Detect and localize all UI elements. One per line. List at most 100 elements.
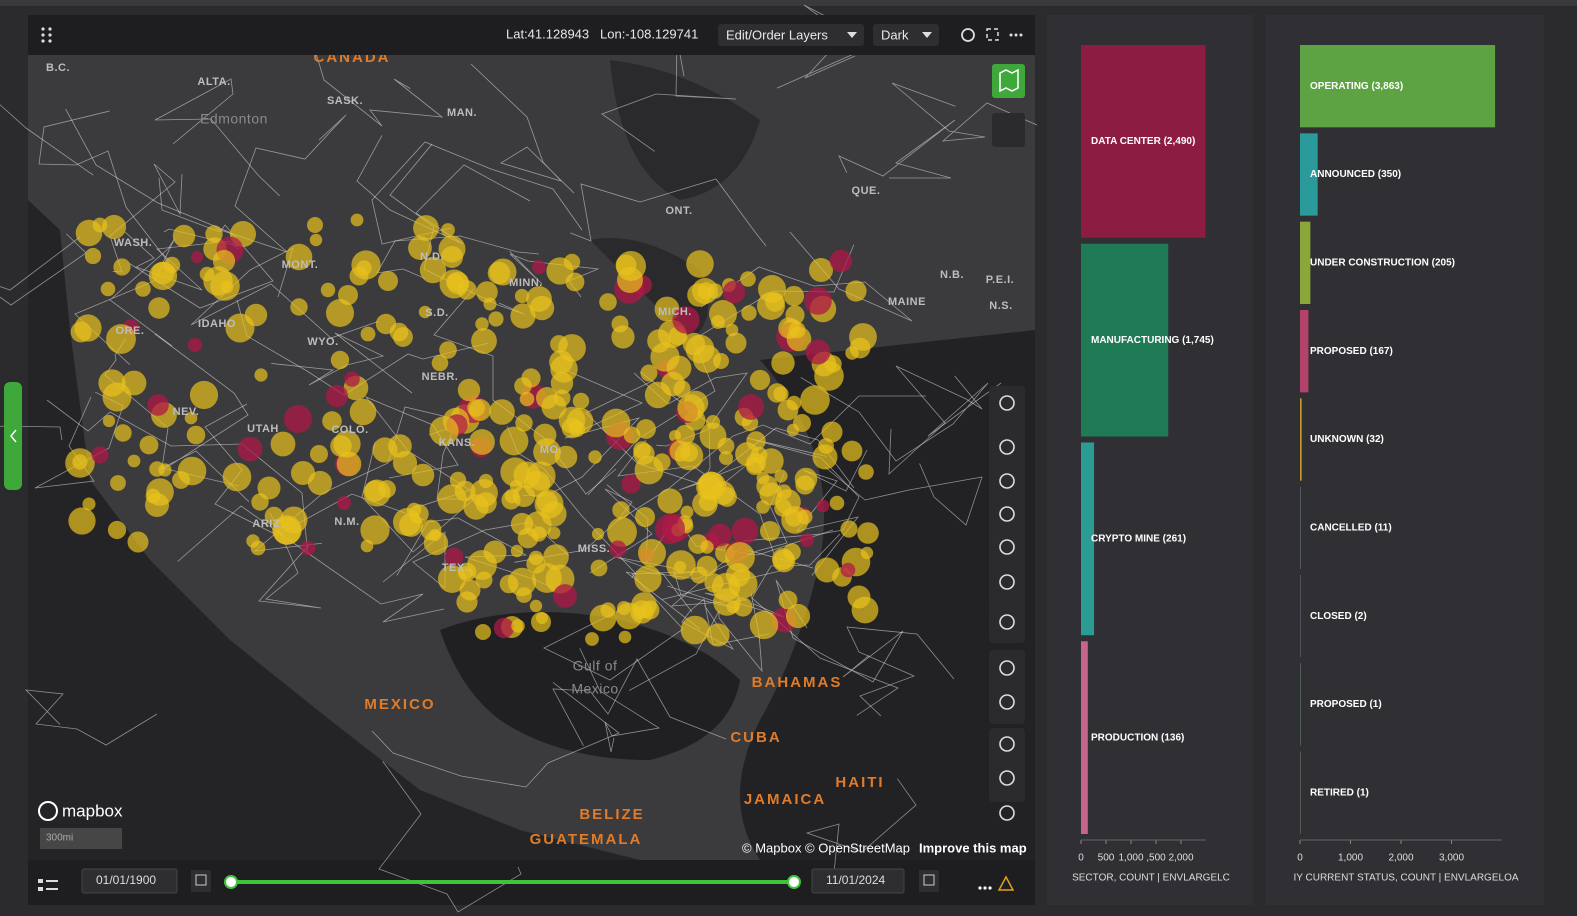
more-button[interactable] xyxy=(1009,33,1023,37)
tool-icon[interactable] xyxy=(999,736,1015,752)
facility-point xyxy=(708,523,732,547)
facility-point xyxy=(84,247,102,265)
facility-point xyxy=(536,491,558,513)
pipeline xyxy=(46,399,309,554)
facility-point xyxy=(189,380,219,410)
facility-point xyxy=(536,387,558,409)
facility-point xyxy=(640,600,660,620)
facility-point xyxy=(98,369,126,397)
facility-point xyxy=(680,444,698,462)
layers-button-label: Edit/Order Layers xyxy=(726,27,828,42)
facility-point xyxy=(674,424,696,446)
tool-group xyxy=(989,386,1025,616)
layers-button[interactable] xyxy=(718,24,864,46)
tool-icon[interactable] xyxy=(999,574,1015,590)
pipeline xyxy=(371,682,620,788)
facility-point xyxy=(246,534,260,548)
facility-point xyxy=(418,305,432,319)
facility-point xyxy=(638,539,666,567)
facility-point xyxy=(611,325,635,349)
tool-icon[interactable] xyxy=(999,770,1015,786)
bar-label: MANUFACTURING (1,745) xyxy=(1091,335,1214,346)
tool-icon[interactable] xyxy=(999,805,1015,821)
fullscreen-button[interactable] xyxy=(986,28,999,41)
facility-point xyxy=(816,499,830,513)
basemap-button[interactable] xyxy=(992,64,1025,98)
map-label: ALTA. xyxy=(197,76,230,88)
facility-point xyxy=(533,438,561,466)
calendar-icon xyxy=(923,874,935,886)
facility-point xyxy=(220,280,234,294)
calendar-button[interactable] xyxy=(919,870,939,892)
tool-icon[interactable] xyxy=(999,614,1015,630)
bar-label: DATA CENTER (2,490) xyxy=(1091,136,1195,147)
end-date[interactable] xyxy=(811,868,905,894)
facility-point xyxy=(493,617,515,639)
facility-point xyxy=(488,311,504,327)
facility-point xyxy=(788,321,806,339)
facility-point xyxy=(673,560,687,574)
tool-button[interactable] xyxy=(992,113,1025,147)
pipeline xyxy=(888,365,983,475)
tool-icon[interactable] xyxy=(999,539,1015,555)
tool-icon[interactable] xyxy=(999,660,1015,676)
facility-point xyxy=(307,217,323,233)
more-options[interactable] xyxy=(978,886,992,890)
data-points xyxy=(65,213,879,647)
facility-point xyxy=(135,281,151,297)
slider-handle[interactable] xyxy=(787,875,801,889)
facility-point xyxy=(65,448,95,478)
pipeline xyxy=(258,512,322,609)
start-date[interactable] xyxy=(81,868,178,894)
side-tab[interactable] xyxy=(4,382,22,490)
calendar-button[interactable] xyxy=(191,870,211,892)
calendar-icon xyxy=(195,874,207,886)
facility-point xyxy=(778,590,798,610)
legend-button[interactable] xyxy=(38,879,58,891)
facility-point xyxy=(746,431,766,451)
tool-icon[interactable] xyxy=(999,506,1015,522)
facility-point xyxy=(783,285,805,307)
attribution[interactable]: © Mapbox © OpenStreetMap xyxy=(742,840,910,855)
tool-icon[interactable] xyxy=(999,473,1015,489)
map-label: UTAH xyxy=(247,423,279,435)
tool-icon[interactable] xyxy=(999,395,1015,411)
latitude: Lat:41.128943 xyxy=(506,26,589,41)
facility-point xyxy=(145,493,169,517)
tool-group xyxy=(989,650,1025,724)
facility-point xyxy=(722,280,746,304)
pipeline xyxy=(371,141,583,245)
tool-icon[interactable] xyxy=(999,439,1015,455)
facility-point xyxy=(634,565,662,593)
grid-menu-icon[interactable] xyxy=(41,27,52,43)
atlantic xyxy=(740,330,1035,860)
pipeline xyxy=(0,104,94,176)
map-label: HAITI xyxy=(835,774,884,791)
improve-link[interactable]: Improve this map xyxy=(919,840,1027,855)
top-strip xyxy=(0,0,1577,6)
facility-point xyxy=(740,271,756,287)
refresh-button[interactable] xyxy=(961,28,975,42)
facility-point xyxy=(745,456,765,476)
facility-point xyxy=(858,464,874,480)
warning-icon xyxy=(997,875,1015,891)
pipeline xyxy=(891,82,1038,142)
bar xyxy=(1300,663,1301,746)
facility-point xyxy=(680,505,694,519)
facility-point xyxy=(441,223,455,237)
scale-bar xyxy=(40,828,122,849)
facility-point xyxy=(222,462,252,492)
facility-point xyxy=(237,436,263,462)
facility-point xyxy=(272,515,302,545)
facility-point xyxy=(800,385,830,415)
facility-point xyxy=(489,399,515,425)
theme-button[interactable] xyxy=(873,24,939,46)
map-label: BAHAMAS xyxy=(752,674,843,691)
slider-handle[interactable] xyxy=(224,875,238,889)
facility-point xyxy=(413,215,439,241)
facility-point xyxy=(615,254,637,276)
tool-icon[interactable] xyxy=(999,694,1015,710)
map-label: N.S. xyxy=(989,300,1012,312)
map-label: MAINE xyxy=(888,296,926,308)
map-label: ORE. xyxy=(116,325,145,337)
